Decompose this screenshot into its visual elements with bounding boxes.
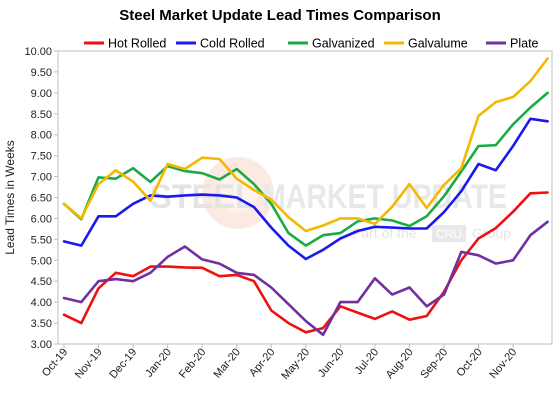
y-tick-label: 7.00	[31, 172, 52, 184]
x-tick-label: Jul-20	[353, 346, 381, 377]
y-tick-label: 3.00	[31, 339, 52, 351]
x-tick-label: Feb-20	[177, 346, 209, 380]
x-tick-label: Nov-20	[487, 346, 519, 381]
legend-label: Galvalume	[408, 37, 468, 51]
legend-label: Galvanized	[312, 37, 375, 51]
series-line-galvalume	[62, 57, 549, 233]
y-tick-label: 7.50	[31, 151, 52, 163]
y-tick-label: 4.50	[31, 276, 52, 288]
y-tick-label: 5.00	[31, 255, 52, 267]
legend: Hot Rolled Cold Rolled Galvanized Galvalume…	[84, 37, 539, 51]
x-tick-label: Sep-20	[418, 346, 450, 381]
y-tick-label: 4.00	[31, 297, 52, 309]
y-tick-label: 8.50	[31, 109, 52, 121]
y-tick-label: 6.50	[31, 193, 52, 205]
y-tick-label: 3.50	[31, 318, 52, 330]
y-tick-label: 10.00	[24, 46, 52, 58]
y-tick-label: 5.50	[31, 234, 52, 246]
x-axis: Oct-19 Nov-19 Dec-19 Jan-20 Feb-20 Mar-20 Apr-…	[40, 344, 519, 382]
y-tick-label: 8.00	[31, 130, 52, 142]
legend-item-galvalume: Galvalume	[384, 37, 468, 51]
x-tick-label: Jun-20	[316, 346, 347, 379]
legend-label: Plate	[510, 37, 539, 51]
x-tick-label: Oct-19	[40, 346, 70, 379]
chart-title: Steel Market Update Lead Times Compariso…	[119, 7, 440, 24]
series-line-galvanized	[62, 91, 549, 247]
legend-item-plate: Plate	[486, 37, 539, 51]
legend-label: Hot Rolled	[108, 37, 166, 51]
watermark-main-right: MARKET UPDATE	[262, 178, 507, 216]
watermark-sub-box: CRU	[436, 227, 462, 241]
legend-item-cold-rolled: Cold Rolled	[176, 37, 265, 51]
y-tick-label: 9.00	[31, 88, 52, 100]
x-tick-label: Dec-19	[107, 346, 139, 381]
legend-item-hot-rolled: Hot Rolled	[84, 37, 166, 51]
x-tick-label: Aug-20	[384, 346, 416, 381]
legend-label: Cold Rolled	[200, 37, 265, 51]
x-tick-label: Jan-20	[143, 346, 174, 379]
y-tick-label: 9.50	[31, 67, 52, 79]
legend-item-galvanized: Galvanized	[288, 37, 375, 51]
series-layer	[62, 57, 549, 337]
x-tick-label: Apr-20	[247, 346, 277, 379]
x-tick-label: Mar-20	[211, 346, 243, 380]
watermark-box	[432, 225, 466, 242]
watermark-logo: STEEL MARKET UPDATE Part of the CRU Grou…	[150, 157, 511, 242]
y-axis-title: Lead Times in Weeks	[3, 140, 17, 255]
y-axis: 3.00 3.50 4.00 4.50 5.00 5.50 6.00 6.50 7.00 7.50…	[24, 46, 58, 351]
x-tick-label: Nov-19	[73, 346, 105, 381]
x-tick-label: Oct-20	[454, 346, 484, 379]
series-line-plate	[62, 220, 549, 337]
series-line-cold-rolled	[62, 117, 549, 261]
x-tick-label: May-20	[279, 346, 312, 382]
y-tick-label: 6.00	[31, 213, 52, 225]
